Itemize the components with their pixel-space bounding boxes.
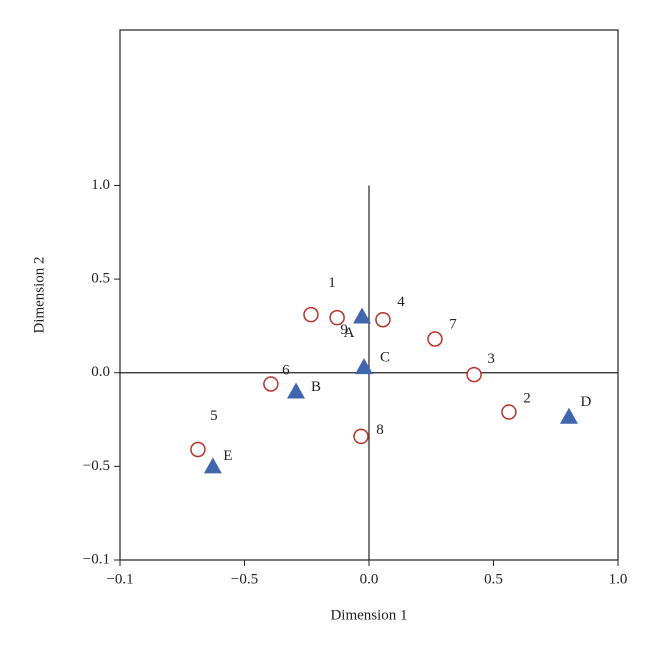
point-label: 9: [340, 322, 348, 338]
circle-point: [190, 441, 206, 458]
x-tick-label: 0.0: [360, 571, 379, 587]
x-tick-label: −0.5: [231, 571, 258, 587]
point-label: E: [223, 448, 232, 464]
triangle-point: [203, 457, 222, 474]
y-tick-label: −0.1: [83, 551, 110, 567]
triangle-point: [287, 382, 306, 399]
point-label: D: [581, 394, 592, 410]
point-label: B: [311, 379, 321, 395]
point-label: 1: [328, 275, 336, 291]
point-label: 8: [376, 422, 384, 438]
y-tick-label: 0.5: [91, 271, 110, 287]
triangle-point: [559, 407, 578, 424]
y-tick-label: 0.0: [91, 364, 110, 380]
circle-point: [466, 366, 482, 383]
circle-point: [427, 331, 443, 347]
point-label: 6: [282, 362, 290, 378]
x-tick-label: −0.1: [106, 571, 133, 587]
x-axis-label: Dimension 1: [330, 607, 407, 623]
y-tick-label: 1.0: [91, 177, 110, 193]
circle-point: [263, 376, 279, 392]
y-axis-label: Dimension 2: [31, 256, 47, 333]
point-label: 4: [397, 294, 405, 310]
point-label: 3: [487, 351, 495, 367]
point-label: A: [344, 325, 355, 341]
x-tick-label: 0.5: [484, 571, 503, 587]
circle-point: [329, 309, 345, 326]
y-tick-label: −0.5: [83, 458, 110, 474]
point-label: 2: [523, 390, 531, 406]
circle-point: [375, 311, 391, 328]
point-label: C: [380, 350, 390, 366]
circle-point: [501, 404, 517, 420]
triangle-point: [353, 307, 372, 324]
x-tick-label: 1.0: [609, 571, 628, 587]
circle-point: [303, 306, 319, 323]
point-label: 5: [210, 408, 218, 424]
point-label: 7: [449, 316, 457, 332]
circle-point: [353, 428, 369, 445]
triangle-point: [355, 358, 374, 375]
